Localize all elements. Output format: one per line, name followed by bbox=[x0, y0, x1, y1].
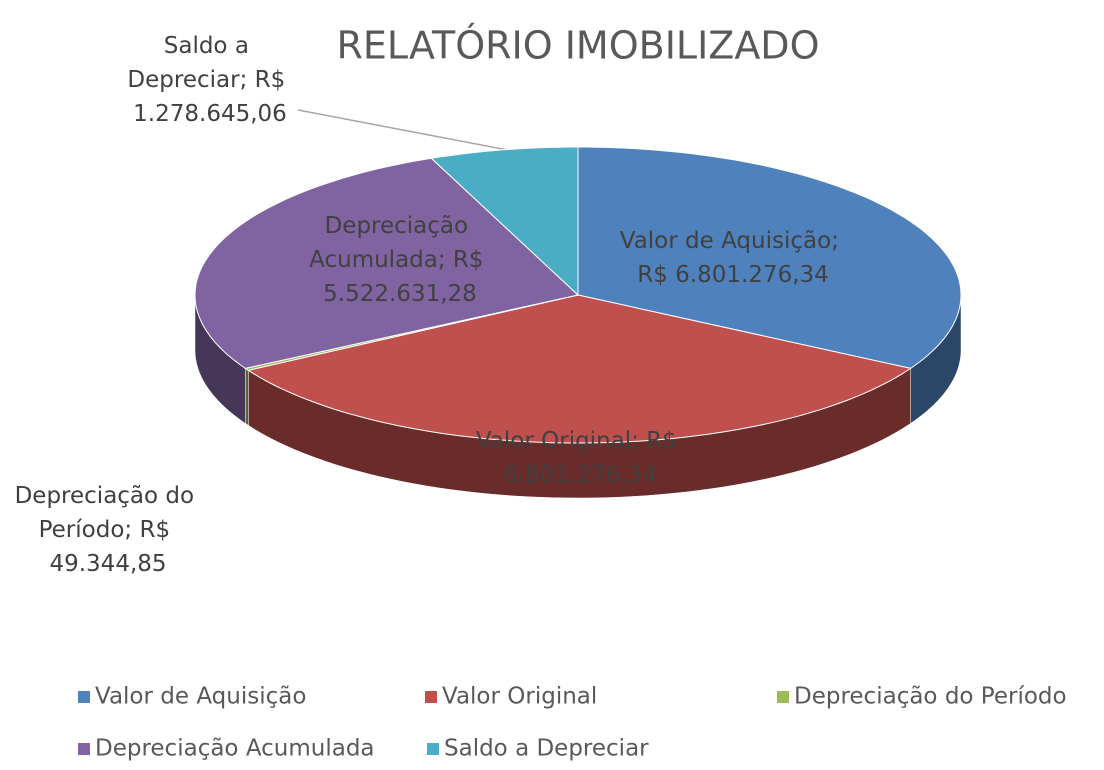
leader-line bbox=[297, 109, 519, 153]
legend-swatch bbox=[777, 691, 789, 703]
legend-label: Valor Original bbox=[442, 684, 597, 710]
legend-swatch bbox=[78, 743, 90, 755]
slice bbox=[194, 157, 580, 369]
legend-label: Depreciação do Período bbox=[794, 684, 1067, 710]
legend-label: Saldo a Depreciar bbox=[444, 736, 649, 762]
data-label: Valor de Aquisição; R$ 6.801.276,34 bbox=[620, 228, 846, 288]
legend-label: Valor de Aquisição bbox=[95, 684, 306, 710]
slice bbox=[247, 294, 912, 444]
data-label: Saldo a Depreciar; R$ 1.278.645,06 bbox=[127, 33, 292, 127]
data-label: Depreciação Acumulada; R$ 5.522.631,28 bbox=[309, 213, 491, 307]
data-label: Valor Original; R$ 6.801.276,34 bbox=[476, 428, 684, 488]
slice bbox=[430, 146, 579, 297]
slice-side bbox=[245, 368, 249, 426]
legend-swatch bbox=[427, 743, 439, 755]
chart-title: RELATÓRIO IMOBILIZADO bbox=[337, 24, 820, 68]
slice bbox=[577, 146, 962, 369]
legend-swatch bbox=[78, 691, 90, 703]
data-label: Depreciação do Período; R$ 49.344,85 bbox=[15, 483, 202, 577]
legend-swatch bbox=[425, 691, 437, 703]
legend-label: Depreciação Acumulada bbox=[95, 736, 375, 762]
